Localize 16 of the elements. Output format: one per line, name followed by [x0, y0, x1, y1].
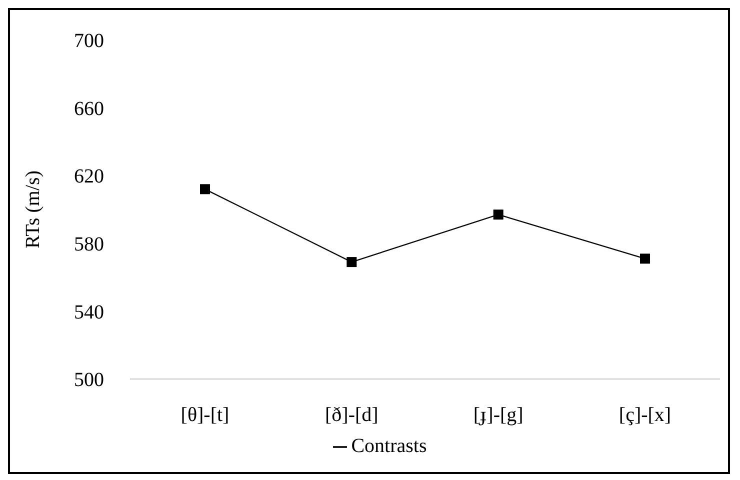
point — [346, 257, 357, 268]
point — [493, 210, 504, 220]
y-tick-label: 660 — [74, 98, 104, 120]
y-tick-label: 580 — [74, 234, 104, 256]
x-tick-label: [ç]-[x] — [618, 404, 672, 426]
y-tick-label: 500 — [74, 369, 104, 392]
point — [200, 184, 210, 194]
x-tick-label: [ɟ]-[g] — [473, 404, 524, 426]
y-axis-title: RTs (m/s) — [22, 170, 44, 248]
y-tick-label: 700 — [74, 30, 104, 52]
x-tick-label: [θ]-[t] — [180, 404, 230, 426]
x-tick-label: [ð]-[d] — [325, 404, 378, 426]
y-tick-label: 620 — [74, 166, 104, 188]
point — [640, 254, 650, 264]
y-tick-label: 540 — [74, 301, 104, 324]
legend-label: Contrasts — [351, 435, 427, 457]
